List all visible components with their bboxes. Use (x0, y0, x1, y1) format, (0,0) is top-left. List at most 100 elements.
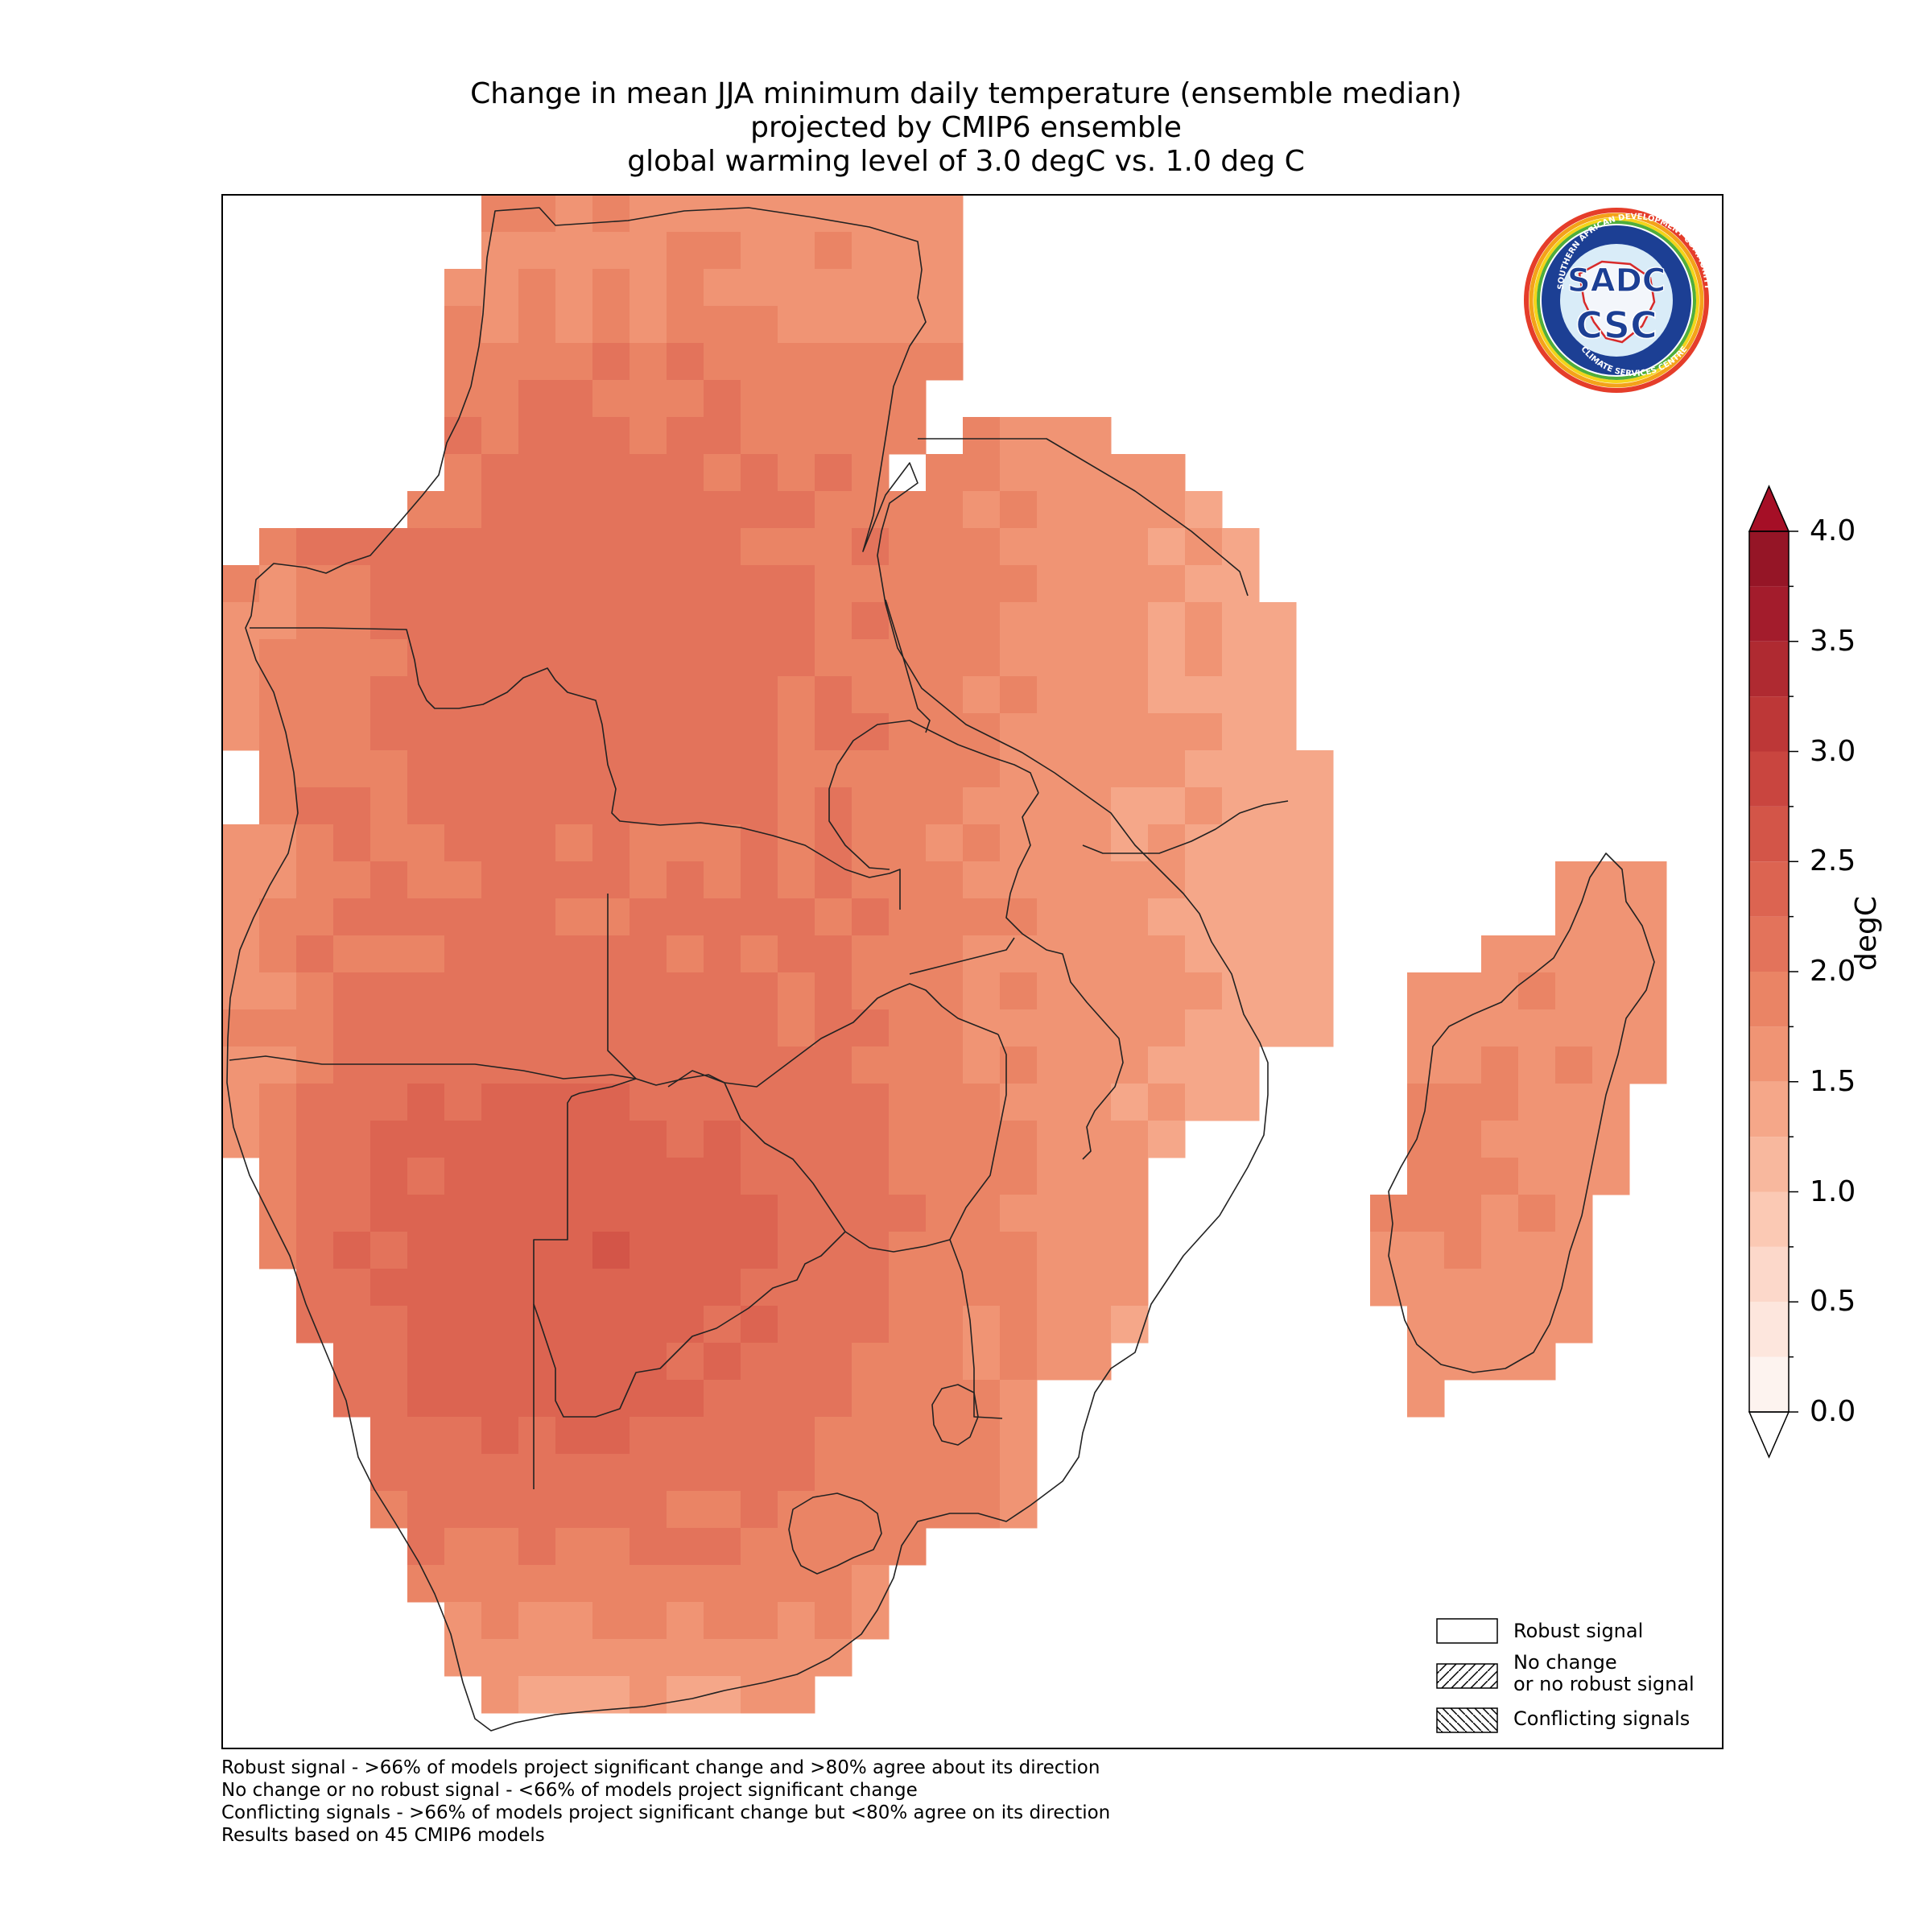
grid-cell (481, 454, 519, 492)
grid-cell (852, 417, 890, 455)
colorbar-segment (1749, 586, 1789, 642)
grid-cell (1037, 639, 1075, 677)
grid-cell (481, 343, 519, 381)
grid-cell (1000, 972, 1038, 1010)
colorbar-segment (1749, 641, 1789, 697)
grid-cell (1555, 1084, 1593, 1121)
grid-cell (444, 1121, 482, 1158)
grid-cell (815, 1602, 852, 1640)
grid-cell (926, 1454, 964, 1492)
grid-cell (741, 1676, 778, 1714)
grid-cell (1296, 972, 1334, 1010)
grid-cell (1074, 454, 1112, 492)
grid-cell (592, 861, 630, 899)
grid-cell (704, 269, 741, 307)
grid-cell (667, 380, 704, 418)
grid-cell (407, 898, 445, 936)
grid-cell (1296, 935, 1334, 973)
grid-cell (778, 565, 815, 603)
grid-cell (1444, 1158, 1482, 1195)
border-tanzania-zambia (836, 720, 1039, 794)
grid-cell (518, 454, 556, 492)
grid-cell (815, 972, 852, 1010)
grid-cell (1000, 1009, 1038, 1047)
grid-cell (704, 861, 741, 899)
grid-cell (1222, 713, 1260, 751)
grid-cell (1000, 565, 1038, 603)
grid-cell (1037, 1158, 1075, 1195)
grid-cell (1037, 1306, 1075, 1344)
grid-cell (852, 602, 890, 640)
grid-cell (852, 232, 890, 270)
colorbar-tick-label: 4.0 (1810, 514, 1856, 547)
grid-cell (481, 824, 519, 862)
grid-cell (889, 1454, 927, 1492)
grid-cell (518, 787, 556, 825)
grid-cell (296, 713, 334, 751)
grid-cell (704, 1121, 741, 1158)
legend-label-nochange-2: or no robust signal (1513, 1673, 1695, 1695)
grid-cell (1037, 1343, 1075, 1381)
grid-cell (1000, 1232, 1038, 1269)
grid-cell (407, 1565, 445, 1603)
grid-cell (518, 1084, 556, 1121)
grid-cell (592, 232, 630, 270)
grid-cell (1629, 1046, 1667, 1084)
grid-cell (1629, 935, 1667, 973)
grid-cell (630, 972, 667, 1010)
grid-cell (926, 1380, 964, 1418)
border-botswana-sa (533, 1070, 846, 1418)
grid-cell (926, 898, 964, 936)
grid-cell (741, 824, 778, 862)
grid-cell (481, 1195, 519, 1232)
grid-cell (741, 1306, 778, 1344)
grid-cell (741, 639, 778, 677)
grid-cell (704, 713, 741, 751)
grid-cell (1259, 1009, 1297, 1047)
grid-cell (667, 1491, 704, 1529)
grid-cell (815, 343, 852, 381)
grid-cell (1259, 787, 1297, 825)
grid-cell (555, 1232, 593, 1269)
grid-cell (444, 750, 482, 788)
grid-cell (444, 1084, 482, 1121)
grid-cell (555, 1639, 593, 1677)
grid-cell (1148, 861, 1186, 899)
grid-cell (444, 565, 482, 603)
grid-cell (1518, 935, 1556, 973)
map-title: Change in mean JJA minimum daily tempera… (0, 77, 1932, 179)
grid-cell (592, 1269, 630, 1307)
grid-cell (518, 269, 556, 307)
grid-cell (1185, 565, 1223, 603)
grid-cell (370, 935, 408, 973)
grid-cell (889, 1380, 927, 1418)
grid-cell (222, 861, 260, 899)
grid-cell (555, 1269, 593, 1307)
grid-cell (778, 713, 815, 751)
grid-cell (741, 898, 778, 936)
grid-cell (852, 676, 890, 714)
grid-cell (1296, 787, 1334, 825)
grid-cell (481, 1343, 519, 1381)
grid-cell (926, 528, 964, 566)
grid-cell (889, 1491, 927, 1529)
grid-cell (1074, 1158, 1112, 1195)
grid-cell (778, 861, 815, 899)
logo-abbr-top: SADC (1567, 262, 1666, 299)
grid-cell (333, 1380, 371, 1418)
grid-cell (481, 1121, 519, 1158)
grid-cell (889, 528, 927, 566)
grid-cell (852, 1528, 890, 1566)
grid-cell (778, 898, 815, 936)
colorbar (1748, 485, 1798, 1459)
grid-cell (741, 417, 778, 455)
grid-cell (778, 1639, 815, 1677)
grid-cell (667, 528, 704, 566)
grid-cell (1037, 750, 1075, 788)
grid-cell (481, 269, 519, 307)
grid-cell (778, 639, 815, 677)
grid-cell (630, 1121, 667, 1158)
grid-cell (555, 1195, 593, 1232)
grid-cell (592, 1528, 630, 1566)
grid-cell (1481, 1084, 1519, 1121)
